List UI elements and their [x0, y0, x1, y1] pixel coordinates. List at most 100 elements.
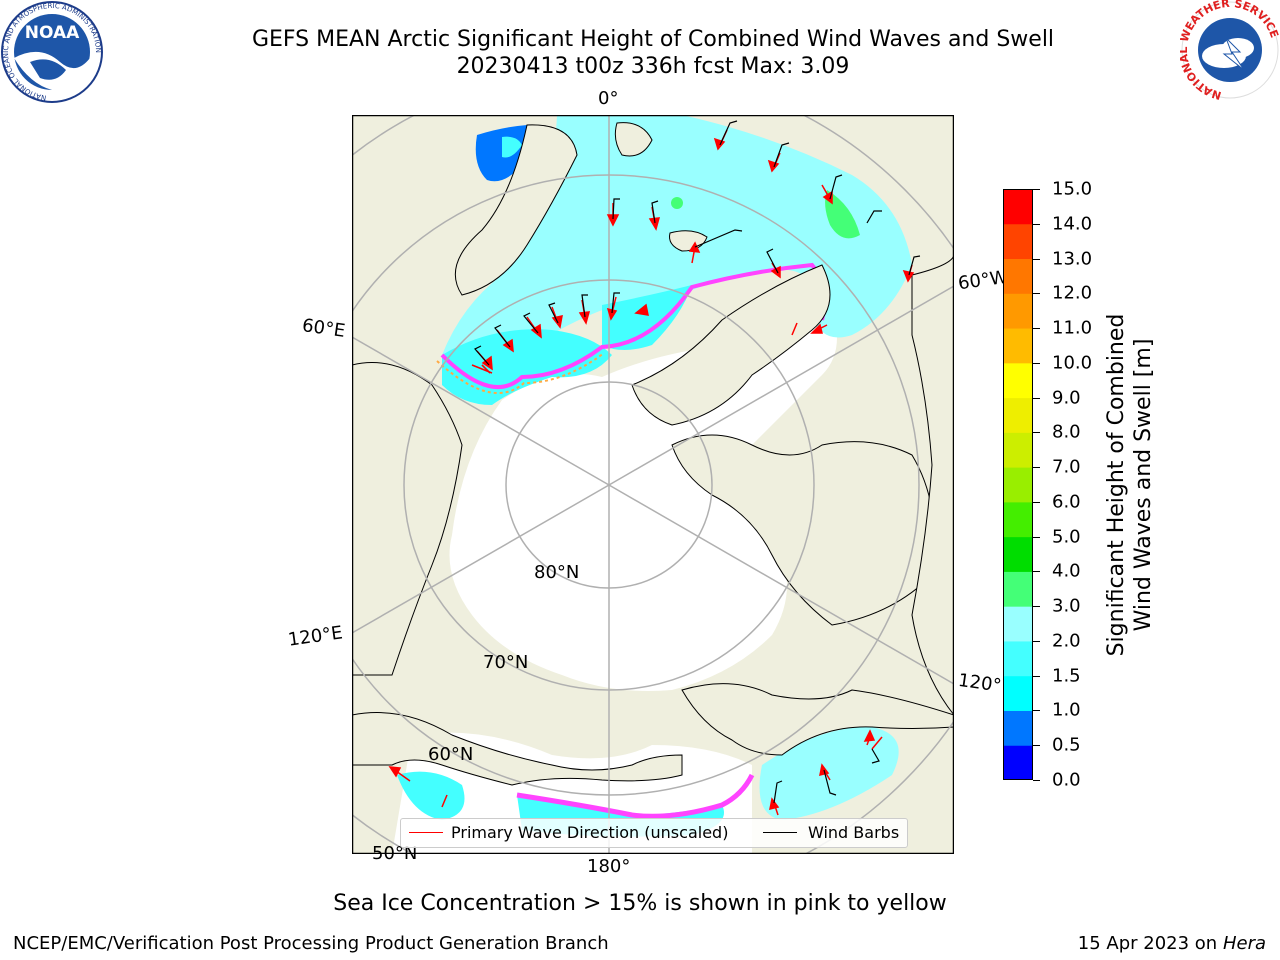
colorbar-tick-label: 7.0	[1052, 456, 1081, 478]
colorbar-tick-mark	[1033, 362, 1040, 364]
chart-subtitle: 20230413 t00z 336h fcst Max: 3.09	[456, 54, 850, 79]
colorbar-tick-mark	[1033, 606, 1040, 608]
ice-edge-pacific	[516, 773, 755, 819]
colorbar-tick-label: 3.0	[1052, 595, 1081, 617]
ice-edge-atlantic-outer	[436, 352, 605, 395]
colorbar-border	[1003, 189, 1033, 780]
colorbar-segment	[1003, 293, 1033, 329]
colorbar-tick-mark	[1033, 293, 1040, 295]
ice-edge-atlantic	[440, 262, 827, 390]
graticule	[352, 115, 954, 854]
label-lat-80: 80°N	[534, 562, 580, 583]
label-lon-60w: 60°W	[956, 266, 1009, 295]
alaska-landmass	[681, 683, 954, 756]
colorbar-label: Significant Height of Combined Wind Wave…	[1103, 285, 1157, 685]
colorbar-tick-label: 6.0	[1052, 491, 1081, 513]
colorbar-segment	[1003, 745, 1033, 780]
colorbar-segment	[1003, 640, 1033, 677]
colorbar-segment	[1003, 536, 1033, 572]
colorbar-tick-label: 4.0	[1052, 560, 1081, 582]
meridian-120w	[608, 484, 954, 685]
colorbar	[1003, 189, 1033, 780]
baltic-sea-inner	[502, 136, 522, 158]
colorbar-tick-mark	[1033, 536, 1040, 538]
label-lon-0: 0°	[598, 88, 619, 109]
labrador-sea-high-waves	[825, 190, 860, 239]
wind-barbs	[474, 120, 921, 804]
colorbar-segment	[1003, 675, 1033, 711]
colorbar-segment	[1003, 328, 1033, 364]
label-lat-70: 70°N	[483, 652, 529, 673]
wave-patch	[671, 197, 683, 209]
date-prefix: 15 Apr 2023 on	[1077, 933, 1223, 954]
colorbar-segment	[1003, 501, 1033, 538]
colorbar-tick-label: 14.0	[1052, 213, 1093, 235]
label-lon-180: 180°	[587, 856, 631, 877]
colorbar-tick-label: 0.0	[1052, 769, 1081, 791]
colorbar-tick-label: 8.0	[1052, 421, 1081, 443]
colorbar-tick-label: 2.0	[1052, 630, 1081, 652]
colorbar-tick-mark	[1033, 258, 1040, 260]
colorbar-tick-mark	[1033, 189, 1040, 190]
colorbar-tick-mark	[1033, 745, 1040, 747]
colorbar-tick-mark	[1033, 467, 1040, 469]
colorbar-tick-label: 12.0	[1052, 282, 1093, 304]
colorbar-tick-label: 10.0	[1052, 352, 1093, 374]
colorbar-tick-mark	[1033, 501, 1040, 503]
legend-barb-line	[763, 832, 797, 833]
chart-title: GEFS MEAN Arctic Significant Height of C…	[251, 27, 1055, 52]
colorbar-tick-label: 0.5	[1052, 734, 1081, 756]
date-text: 15 Apr 2023 on Hera	[1078, 933, 1266, 954]
colorbar-label-line2: Wind Waves and Swell [m]	[1131, 338, 1156, 632]
colorbar-tick-label: 13.0	[1052, 248, 1093, 270]
colorbar-tick-mark	[1033, 571, 1040, 573]
colorbar-segment	[1003, 189, 1033, 225]
colorbar-tick-label: 1.0	[1052, 699, 1081, 721]
colorbar-tick-label: 15.0	[1052, 178, 1093, 200]
colorbar-segment	[1003, 432, 1033, 468]
colorbar-segment	[1003, 606, 1033, 642]
colorbar-tick-label: 1.5	[1052, 665, 1081, 687]
colorbar-label-line1: Significant Height of Combined	[1104, 313, 1129, 657]
noaa-logo: NOAA NATIONAL OCEANIC AND ATMOSPHERIC AD…	[1, 1, 103, 103]
nws-logo: NATIONAL WEATHER SERVICE	[1180, 0, 1280, 100]
colorbar-segment	[1003, 397, 1033, 433]
meridian-120e	[352, 484, 610, 634]
colorbar-tick-mark	[1033, 640, 1040, 642]
label-lat-60: 60°N	[428, 744, 474, 765]
colorbar-segment	[1003, 467, 1033, 503]
scandinavia-landmass	[454, 124, 578, 296]
svalbard-landmass	[614, 122, 653, 157]
colorbar-tick-label: 5.0	[1052, 526, 1081, 548]
colorbar-segment	[1003, 223, 1033, 260]
svg-text:NOAA: NOAA	[25, 23, 80, 43]
colorbar-tick-mark	[1033, 675, 1040, 677]
colorbar-segment	[1003, 710, 1033, 746]
colorbar-tick-mark	[1033, 780, 1040, 781]
machine-name: Hera	[1222, 933, 1266, 954]
meridian-60w	[608, 285, 954, 486]
meridian-60e	[352, 336, 610, 486]
bering-sea-waves	[397, 771, 465, 820]
colorbar-tick-mark	[1033, 328, 1040, 330]
colorbar-segment	[1003, 362, 1033, 399]
colorbar-tick-mark	[1033, 397, 1040, 399]
credit-text: NCEP/EMC/Verification Post Processing Pr…	[13, 933, 609, 954]
colorbar-tick-mark	[1033, 710, 1040, 712]
barents-sea-waves	[602, 285, 692, 350]
chukotka-landmass	[352, 712, 683, 786]
colorbar-segment	[1003, 571, 1033, 607]
colorbar-segment	[1003, 258, 1033, 294]
legend-wave-line	[409, 832, 443, 833]
greenland-landmass	[631, 264, 831, 426]
label-lat-50: 50°N	[372, 843, 418, 864]
colorbar-tick-mark	[1033, 432, 1040, 434]
label-lon-120e: 120°E	[286, 622, 344, 651]
sea-ice-note: Sea Ice Concentration > 15% is shown in …	[333, 891, 947, 916]
colorbar-tick-label: 11.0	[1052, 317, 1093, 339]
colorbar-tick-mark	[1033, 223, 1040, 225]
legend-wave-label: Primary Wave Direction (unscaled)	[451, 823, 729, 842]
colorbar-tick-label: 9.0	[1052, 387, 1081, 409]
legend-barb-label: Wind Barbs	[808, 823, 900, 842]
label-lon-60e: 60°E	[300, 315, 347, 342]
